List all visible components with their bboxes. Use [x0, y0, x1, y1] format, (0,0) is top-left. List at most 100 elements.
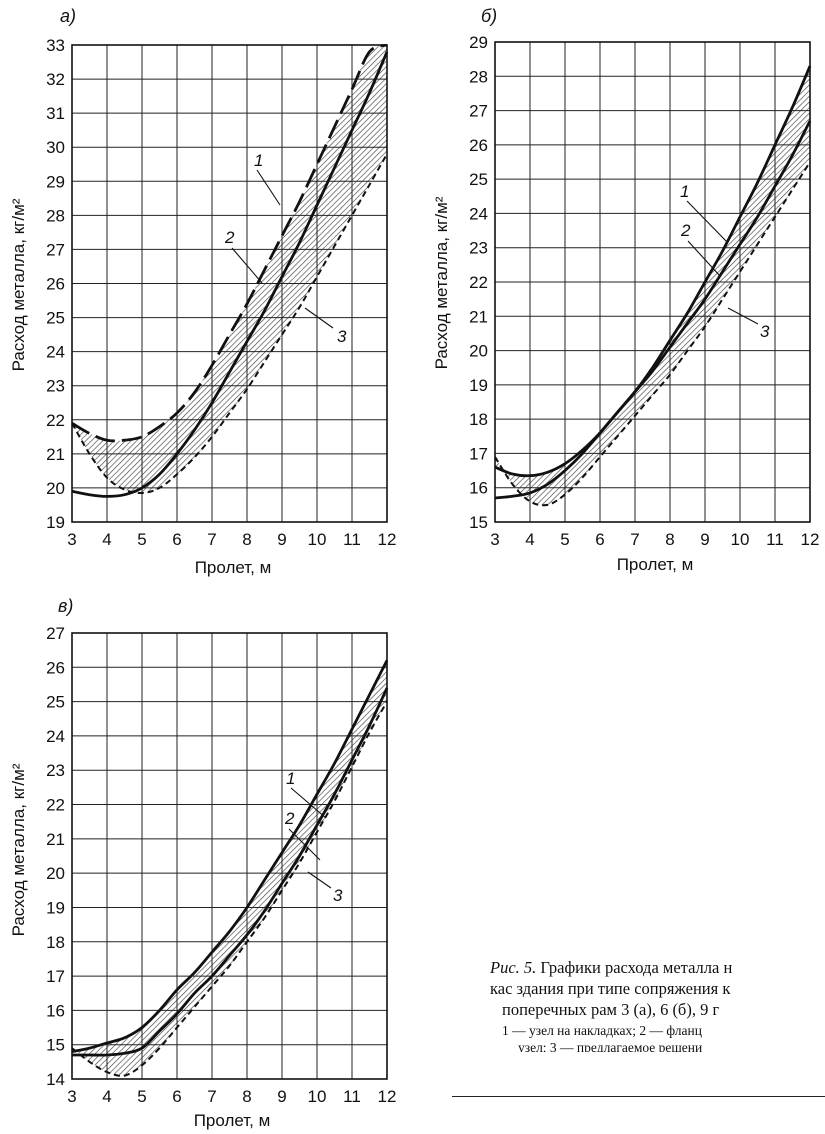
leaders-b: [686, 200, 759, 325]
curve-label-leader: [307, 871, 332, 889]
series-line-2: [494, 120, 812, 478]
y-tick-label: 18: [46, 933, 65, 952]
grid-b: [494, 41, 811, 523]
hatched-band-area: [495, 66, 810, 506]
y-tick-label: 33: [46, 36, 65, 55]
x-tick-label: 11: [343, 530, 361, 549]
curve-label-2-c: 2: [284, 809, 295, 828]
y-tick-label: 16: [46, 1001, 65, 1020]
y-tick-label: 27: [46, 624, 65, 643]
y-tick-label: 28: [469, 67, 488, 86]
plot-frame: [494, 41, 811, 523]
caption-line-2: кас здания при типе сопряжения к: [490, 979, 731, 998]
divider-rule: [452, 1096, 825, 1097]
y-tick-label: 30: [46, 138, 65, 157]
series-line-3: [71, 701, 388, 1077]
y-tick-label: 24: [46, 727, 65, 746]
x-axis-label-a: Пролет, м: [195, 558, 272, 577]
x-tick-label: 12: [378, 1087, 397, 1106]
grid-c: [71, 632, 388, 1080]
x-tick-label: 3: [490, 530, 499, 549]
caption-line-1: Рис. 5. Графики расхода металла н: [490, 957, 825, 978]
y-tick-label: 19: [469, 376, 488, 395]
y-tick-label: 17: [46, 967, 65, 986]
y-tick-label: 25: [46, 693, 65, 712]
y-tick-label: 29: [469, 33, 488, 52]
x-tick-label: 8: [242, 1087, 251, 1106]
x-tick-label: 9: [277, 530, 286, 549]
x-tick-label: 11: [343, 1087, 361, 1106]
series-c: [71, 659, 389, 1077]
hatched-band-a: [72, 45, 387, 494]
x-tick-label: 5: [137, 1087, 146, 1106]
curve-label-leader: [256, 169, 281, 206]
panel-label-c: в): [58, 596, 73, 616]
hatched-band-b: [495, 66, 810, 506]
y-axis-label-b: Расход металла, кг/м²: [432, 196, 451, 369]
x-tick-label: 3: [67, 530, 76, 549]
y-tick-label: 24: [46, 343, 65, 362]
x-tick-label: 7: [630, 530, 639, 549]
x-tick-label: 9: [277, 1087, 286, 1106]
series-line-3: [494, 161, 811, 507]
x-tick-label: 10: [731, 530, 750, 549]
x-tick-label: 7: [207, 530, 216, 549]
hatched-band-area: [72, 45, 387, 494]
curve-label-leader: [290, 787, 327, 819]
curve-label-leader: [288, 828, 321, 861]
caption-legend-line-2: узел; 3 — предлагаемое решени: [518, 1040, 703, 1052]
x-tick-label: 11: [766, 530, 784, 549]
curve-label-leader: [727, 307, 759, 325]
series-a: [71, 43, 389, 498]
x-tick-label: 5: [137, 530, 146, 549]
y-tick-label: 25: [469, 170, 488, 189]
series-b: [494, 65, 812, 507]
ticks-a: 3 4 5 6 7 8 9 10 11 12192021222324252627282930313…: [46, 36, 396, 549]
y-tick-label: 29: [46, 172, 65, 191]
x-tick-label: 12: [378, 530, 397, 549]
panel-label-b: б): [481, 6, 497, 26]
curve-label-leader: [304, 307, 334, 329]
curve-label-3-a: 3: [337, 327, 347, 346]
x-tick-label: 4: [102, 530, 111, 549]
y-tick-label: 23: [46, 377, 65, 396]
plot-frame: [71, 44, 388, 523]
y-tick-label: 19: [46, 513, 65, 532]
x-tick-label: 5: [560, 530, 569, 549]
x-tick-label: 8: [242, 530, 251, 549]
x-tick-label: 10: [308, 530, 327, 549]
chart-panel-b: б) 3 4 5 6 7 8 9 10 11 12151617181920212223242526…: [432, 6, 819, 574]
y-tick-label: 15: [469, 513, 488, 532]
x-axis-label-c: Пролет, м: [194, 1111, 271, 1130]
y-tick-label: 18: [469, 410, 488, 429]
y-tick-label: 20: [469, 342, 488, 361]
grid-a: [71, 44, 388, 523]
x-axis-label-b: Пролет, м: [617, 555, 694, 574]
series-line-1: [494, 65, 812, 500]
y-axis-label-a: Расход металла, кг/м²: [9, 198, 28, 371]
y-tick-label: 15: [46, 1036, 65, 1055]
hatched-band-c: [72, 660, 387, 1076]
y-tick-label: 20: [46, 864, 65, 883]
y-tick-label: 31: [46, 104, 65, 123]
y-tick-label: 27: [469, 102, 488, 121]
y-tick-label: 21: [46, 445, 65, 464]
x-tick-label: 8: [665, 530, 674, 549]
y-tick-label: 22: [469, 273, 488, 292]
x-tick-label: 4: [102, 1087, 111, 1106]
chart-panel-a: а) 3 4 5 6 7 8 9 10 11 12192021222324252627282930…: [9, 6, 396, 577]
y-tick-label: 24: [469, 204, 488, 223]
x-tick-label: 6: [172, 1087, 181, 1106]
curve-label-1-c: 1: [286, 769, 295, 788]
y-tick-label: 25: [46, 309, 65, 328]
curve-label-3-c: 3: [333, 886, 343, 905]
curve-label-1-a: 1: [254, 151, 263, 170]
leaders-c: [288, 787, 332, 889]
series-line-2: [71, 43, 388, 443]
x-tick-label: 12: [801, 530, 820, 549]
ticks-c: 3 4 5 6 7 8 9 10 11 12141516171819202122232425262…: [46, 624, 396, 1106]
caption-figure-number: Рис. 5.: [490, 958, 537, 977]
plot-frame: [71, 632, 388, 1080]
y-tick-label: 23: [46, 761, 65, 780]
y-tick-label: 26: [46, 275, 65, 294]
